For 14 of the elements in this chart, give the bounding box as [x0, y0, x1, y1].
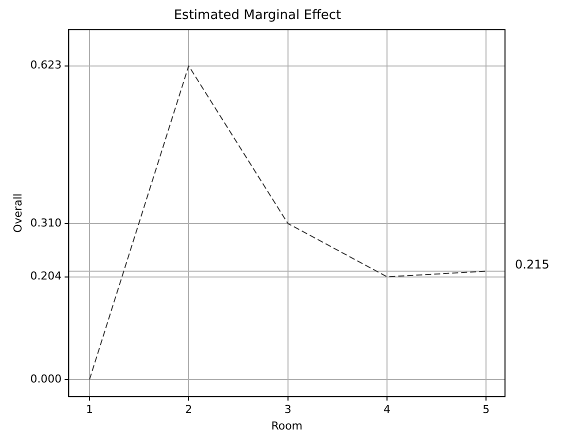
y-tick-label: 0.310	[30, 216, 62, 230]
x-axis-title: Room	[271, 419, 303, 432]
x-tick-label: 2	[185, 403, 192, 416]
chart-title: Estimated Marginal Effect	[174, 8, 342, 24]
y-axis-title: Overall	[11, 193, 24, 233]
line-series	[89, 65, 487, 380]
y-tick-label: 0.204	[30, 270, 62, 283]
x-tick-label: 3	[284, 403, 292, 416]
ref-line-label: 0.215	[515, 257, 550, 272]
x-tick-label: 5	[482, 403, 490, 416]
y-tick-label: 0.623	[30, 58, 62, 72]
y-tick-label: 0.000	[30, 372, 62, 386]
x-tick-label: 4	[384, 403, 390, 416]
x-tick-label: 1	[86, 403, 94, 416]
